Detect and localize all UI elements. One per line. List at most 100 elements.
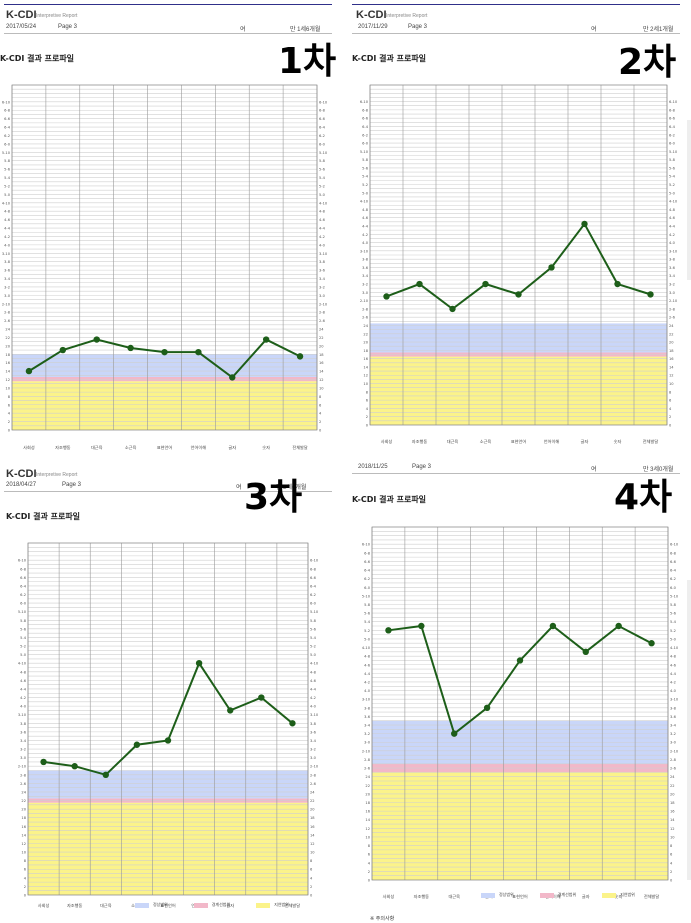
score-point	[40, 758, 47, 766]
delay-range-band	[372, 772, 668, 880]
y-tick-label-left: 2	[366, 415, 368, 419]
y-tick-label-left: 6-10	[2, 100, 11, 104]
y-tick-label-left: 3-6	[364, 715, 371, 719]
y-tick-label-left: 2-6	[362, 316, 369, 320]
y-tick-label-left: 3-0	[362, 291, 369, 295]
y-tick-label-left: 5-8	[4, 159, 11, 163]
y-tick-label-left: 10	[365, 835, 370, 839]
y-tick-label-left: 4-0	[4, 243, 11, 247]
y-tick-label-right: 5-2	[310, 645, 316, 649]
y-tick-label-left: 2-8	[20, 773, 27, 777]
header-underline	[352, 33, 680, 34]
window-edge	[687, 120, 691, 280]
y-tick-label-right: 5-10	[310, 610, 319, 614]
y-tick-label-right: 6	[669, 399, 672, 403]
y-tick-label-right: 6-2	[319, 134, 325, 138]
gender: 여	[240, 27, 246, 33]
header-rule	[352, 4, 680, 5]
y-tick-label-left: 6-8	[4, 109, 11, 113]
y-tick-label-right: 4-4	[310, 687, 317, 691]
y-tick-label-right: 3-2	[310, 748, 316, 752]
y-tick-label-right: 3-4	[310, 739, 317, 743]
normal-range-band	[12, 354, 317, 377]
y-tick-label-left: 5-4	[362, 175, 369, 179]
category-label: 사회성	[38, 902, 50, 909]
score-point	[614, 280, 621, 288]
section-title: K-CDI 결과 프로파일	[6, 512, 81, 521]
y-tick-label-right: 3-4	[319, 277, 326, 281]
y-tick-label-left: 4-6	[20, 679, 27, 683]
category-label: 사회성	[23, 444, 35, 451]
y-tick-label-left: 3-10	[362, 698, 371, 702]
y-tick-label-left: 5-2	[20, 645, 26, 649]
legend-swatch	[135, 902, 149, 908]
y-tick-label-right: 2-8	[319, 311, 326, 315]
score-point	[581, 220, 588, 228]
y-tick-label-left: 4-8	[4, 210, 11, 214]
score-point	[385, 627, 392, 634]
y-tick-label-left: 6-4	[4, 126, 11, 130]
y-tick-label-left: 20	[5, 344, 10, 348]
y-tick-label-left: 6-10	[360, 100, 369, 104]
y-tick-label-right: 4-10	[670, 646, 679, 650]
y-tick-label-right: 4	[310, 876, 313, 880]
y-tick-label-left: 4	[366, 407, 369, 411]
score-point	[483, 704, 491, 712]
y-tick-label-left: 6-2	[20, 593, 26, 597]
y-tick-label-right: 3-0	[310, 756, 317, 760]
category-label: 자조행동	[412, 438, 428, 445]
score-point	[416, 280, 423, 288]
category-label: 전체발달	[285, 902, 301, 909]
y-tick-label-left: 6-6	[362, 117, 369, 121]
y-tick-label-right: 6-10	[319, 100, 328, 104]
y-tick-label-right: 10	[670, 835, 675, 839]
category-label: 소근육	[480, 439, 492, 445]
app-title: K-CDI	[6, 468, 37, 480]
y-tick-label-right: 4-4	[670, 672, 677, 676]
y-tick-label-right: 2-10	[669, 299, 678, 303]
y-tick-label-left: 4-6	[362, 216, 369, 220]
y-tick-label-right: 6-6	[669, 117, 676, 121]
y-tick-label-left: 5-8	[364, 603, 371, 607]
y-tick-label-right: 2	[310, 885, 312, 889]
y-tick-label-right: 3-6	[319, 269, 326, 273]
y-tick-label-right: 3-2	[670, 732, 676, 736]
y-tick-label-right: 4-8	[669, 208, 676, 212]
y-tick-label-right: 6-2	[669, 133, 675, 137]
y-tick-label-left: 2-8	[362, 307, 369, 311]
y-tick-label-left: 2-8	[4, 311, 11, 315]
y-tick-label-right: 4	[669, 407, 672, 411]
legend-label: 지연범위	[620, 892, 635, 897]
y-tick-label-left: 12	[363, 374, 368, 378]
y-tick-label-left: 4-0	[362, 241, 369, 245]
y-tick-label-left: 8	[8, 395, 11, 399]
y-tick-label-left: 4-8	[20, 670, 27, 674]
y-tick-label-right: 3-10	[669, 249, 678, 253]
y-tick-label-left: 3-2	[4, 285, 10, 289]
score-point	[549, 622, 557, 630]
score-point	[296, 353, 304, 360]
y-tick-label-left: 5-4	[20, 636, 27, 640]
category-label: 전체발달	[644, 893, 660, 900]
y-tick-label-left: 6-6	[20, 576, 27, 580]
score-point	[515, 291, 522, 298]
y-tick-label-right: 18	[310, 816, 315, 820]
round-badge: 2차	[618, 42, 677, 83]
y-tick-label-right: 4-10	[319, 201, 328, 205]
y-tick-label-right: 5-0	[319, 193, 326, 197]
y-tick-label-left: 4-2	[362, 233, 368, 237]
y-tick-label-right: 4-2	[310, 696, 316, 700]
y-tick-label-left: 6-0	[4, 142, 11, 146]
y-tick-label-left: 3-6	[362, 266, 369, 270]
y-tick-label-right: 4-4	[319, 227, 326, 231]
plot-frame	[11, 84, 318, 431]
age: 만 2세1개월	[643, 27, 674, 33]
y-tick-label-right: 6-0	[319, 142, 326, 146]
y-tick-label-right: 3-4	[669, 274, 676, 278]
y-tick-label-left: 3-10	[2, 252, 11, 256]
y-tick-label-left: 8	[24, 859, 27, 863]
category-label: 사회성	[381, 438, 393, 445]
y-tick-label-right: 24	[310, 790, 315, 794]
legend-label: 정상범위	[499, 892, 514, 897]
